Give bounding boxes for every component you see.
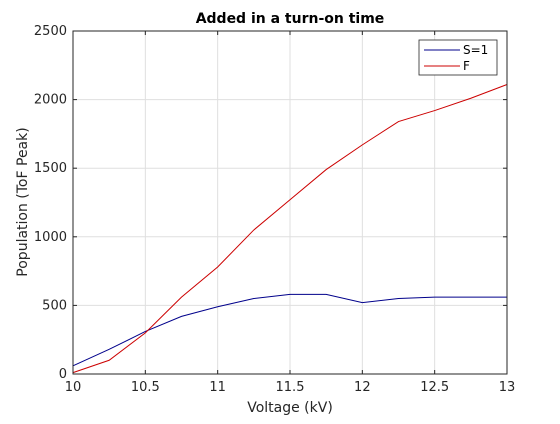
x-tick-label: 10.5	[131, 380, 160, 395]
y-tick-label: 0	[59, 367, 67, 382]
y-tick-label: 500	[42, 298, 67, 313]
series-line-s1	[72, 293, 507, 367]
y-tick-label: 2000	[34, 93, 67, 108]
chart-title: Added in a turn-on time	[196, 11, 385, 27]
y-tick-label: 1500	[34, 161, 67, 176]
legend-label-s1: S=1	[463, 43, 488, 57]
legend-box	[418, 39, 498, 76]
axis-ticks: 10 10.5 11 11.5 12 12.5 13 0 500 1000 1500 2000 2500	[34, 24, 515, 395]
y-tick-label: 1000	[34, 230, 67, 245]
x-tick-label: 11	[209, 380, 226, 395]
y-axis-title: Population (ToF Peak)	[15, 127, 31, 276]
legend: S=1 F	[418, 39, 498, 76]
series-line-f	[72, 84, 508, 374]
x-tick-label: 12.5	[420, 380, 449, 395]
x-tick-label: 13	[499, 380, 516, 395]
x-tick-label: 11.5	[276, 380, 305, 395]
x-axis-title: Voltage (kV)	[247, 400, 333, 416]
y-tick-label: 2500	[34, 24, 67, 39]
series-lines	[72, 84, 508, 374]
x-tick-label: 12	[354, 380, 371, 395]
legend-label-f: F	[463, 59, 470, 73]
x-tick-label: 10	[65, 380, 82, 395]
